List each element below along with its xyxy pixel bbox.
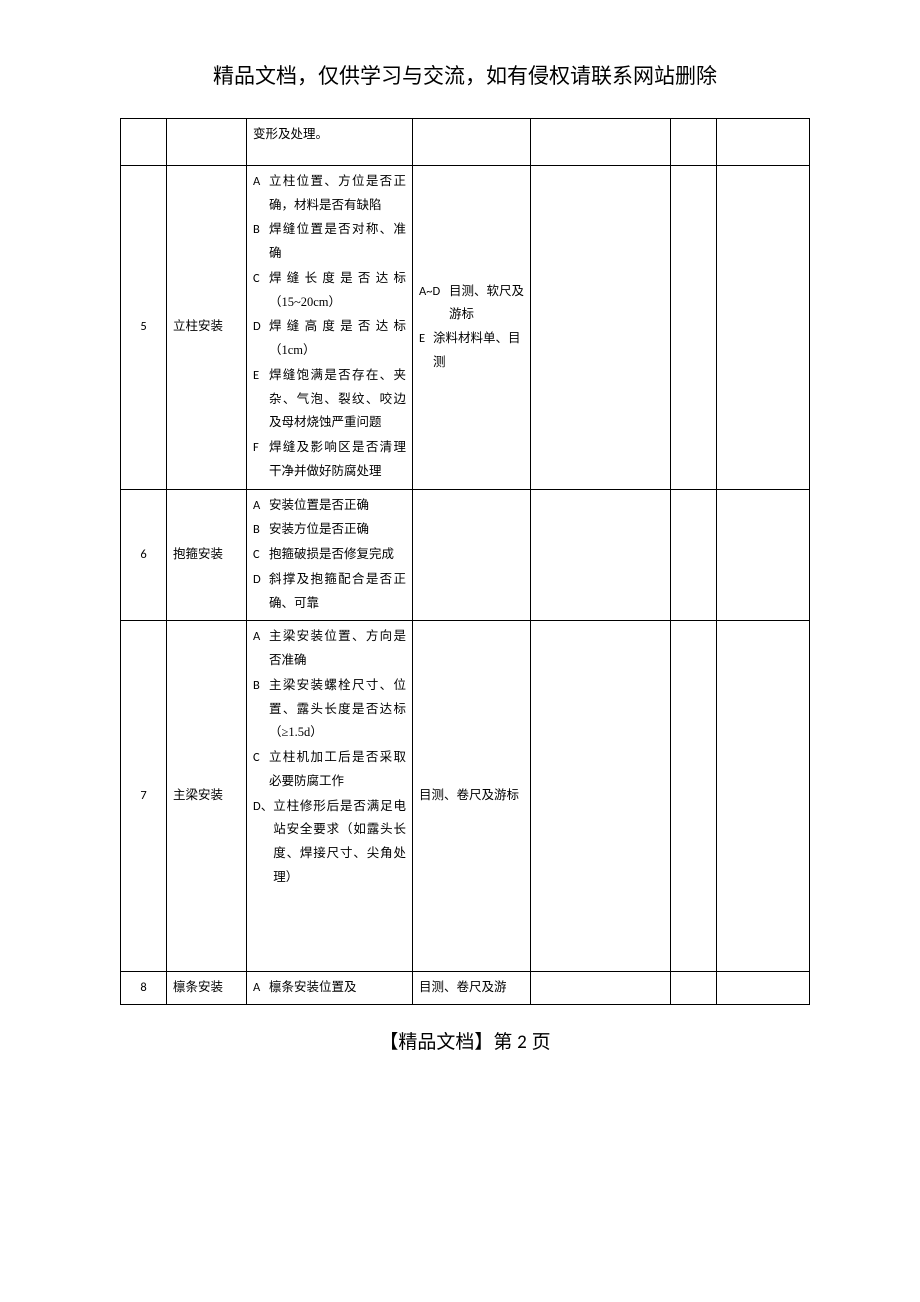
cell-method [413, 489, 531, 621]
item-text: 立柱修形后是否满足电站安全要求（如露头长度、焊接尺寸、尖角处理） [273, 795, 406, 890]
footer-prefix: 【精品文档】第 [379, 1032, 517, 1053]
table-row: 6 抱箍安装 A安装位置是否正确 B安装方位是否正确 C抱箍破损是否修复完成 D… [121, 489, 810, 621]
cell-name: 主梁安装 [167, 621, 247, 971]
item-text: 立柱机加工后是否采取必要防腐工作 [269, 746, 406, 794]
cell-blank [531, 489, 671, 621]
cell-blank [531, 119, 671, 166]
footer-suffix: 页 [527, 1032, 551, 1053]
item-text: 变形及处理。 [253, 123, 406, 147]
inspection-table: 变形及处理。 5 立柱安装 A立柱位置、方位是否正确，材料是否有缺陷 B焊缝位置… [120, 118, 810, 1005]
cell-num [121, 119, 167, 166]
method-text: 涂料材料单、目测 [433, 327, 524, 375]
cell-blank [531, 621, 671, 971]
cell-items: A檩条安装位置及 [247, 971, 413, 1005]
item-text: 焊缝长度是否达标（15~20cm） [269, 267, 406, 315]
cell-num: 8 [121, 971, 167, 1005]
cell-blank [717, 489, 810, 621]
cell-method: 目测、卷尺及游 [413, 971, 531, 1005]
cell-blank [671, 621, 717, 971]
cell-name [167, 119, 247, 166]
cell-method: 目测、卷尺及游标 [413, 621, 531, 971]
cell-name: 抱箍安装 [167, 489, 247, 621]
item-text: 焊缝及影响区是否清理干净并做好防腐处理 [269, 436, 406, 484]
cell-blank [671, 971, 717, 1005]
cell-blank [531, 165, 671, 489]
cell-name: 立柱安装 [167, 165, 247, 489]
cell-blank [671, 489, 717, 621]
table-row: 8 檩条安装 A檩条安装位置及 目测、卷尺及游 [121, 971, 810, 1005]
footer-page-num: 2 [517, 1031, 527, 1054]
item-text: 焊缝位置是否对称、准确 [269, 218, 406, 266]
table-row: 5 立柱安装 A立柱位置、方位是否正确，材料是否有缺陷 B焊缝位置是否对称、准确… [121, 165, 810, 489]
item-text: 斜撑及抱箍配合是否正确、可靠 [269, 568, 406, 616]
cell-method: A~D目测、软尺及游标 E涂料材料单、目测 [413, 165, 531, 489]
cell-blank [717, 621, 810, 971]
item-text: 焊缝高度是否达标（1cm） [269, 315, 406, 363]
page-footer: 【精品文档】第 2 页 [120, 1027, 810, 1054]
item-text: 主梁安装螺栓尺寸、位置、露头长度是否达标（≥1.5d） [269, 674, 406, 745]
item-text: 安装方位是否正确 [269, 518, 406, 542]
table-row: 变形及处理。 [121, 119, 810, 166]
table-row: 7 主梁安装 A主梁安装位置、方向是否准确 B主梁安装螺栓尺寸、位置、露头长度是… [121, 621, 810, 971]
cell-items: A安装位置是否正确 B安装方位是否正确 C抱箍破损是否修复完成 D斜撑及抱箍配合… [247, 489, 413, 621]
cell-blank [671, 119, 717, 166]
item-text: 主梁安装位置、方向是否准确 [269, 625, 406, 673]
cell-blank [671, 165, 717, 489]
item-text: 抱箍破损是否修复完成 [269, 543, 406, 567]
cell-items: A主梁安装位置、方向是否准确 B主梁安装螺栓尺寸、位置、露头长度是否达标（≥1.… [247, 621, 413, 971]
cell-method [413, 119, 531, 166]
cell-blank [717, 119, 810, 166]
item-text: 檩条安装位置及 [269, 976, 406, 1000]
method-text: 目测、软尺及游标 [449, 280, 524, 328]
cell-name: 檩条安装 [167, 971, 247, 1005]
cell-num: 7 [121, 621, 167, 971]
cell-num: 6 [121, 489, 167, 621]
item-text: 安装位置是否正确 [269, 494, 406, 518]
cell-items: 变形及处理。 [247, 119, 413, 166]
header-note: 精品文档，仅供学习与交流，如有侵权请联系网站删除 [120, 60, 810, 90]
item-text: 立柱位置、方位是否正确，材料是否有缺陷 [269, 170, 406, 218]
cell-num: 5 [121, 165, 167, 489]
cell-blank [717, 971, 810, 1005]
item-text: 焊缝饱满是否存在、夹杂、气泡、裂纹、咬边及母材烧蚀严重问题 [269, 364, 406, 435]
cell-blank [717, 165, 810, 489]
cell-items: A立柱位置、方位是否正确，材料是否有缺陷 B焊缝位置是否对称、准确 C焊缝长度是… [247, 165, 413, 489]
cell-blank [531, 971, 671, 1005]
